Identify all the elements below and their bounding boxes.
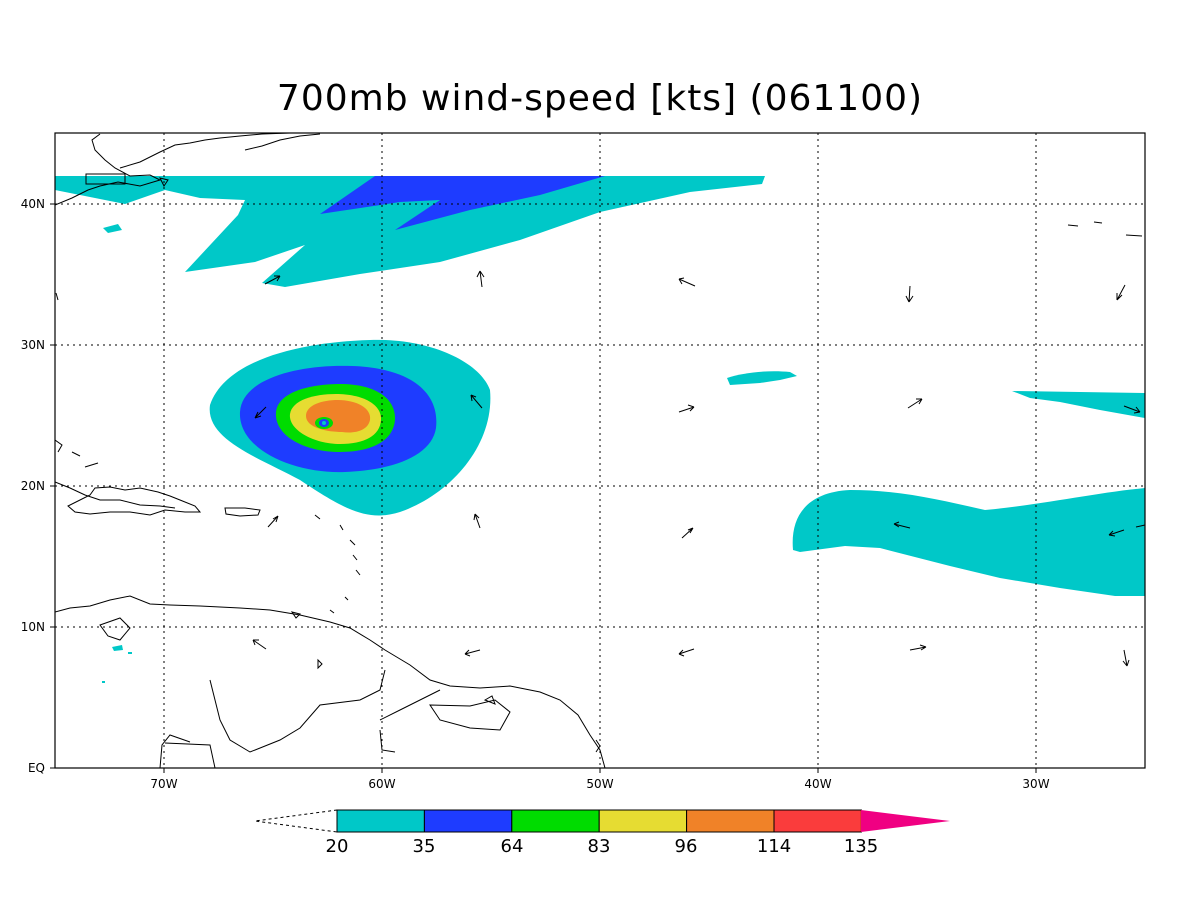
wind-vectors [55, 270, 1146, 667]
colorbar-labels: 20 35 64 83 96 114 135 [326, 836, 879, 857]
colorbar-high-triangle [861, 810, 950, 832]
shade-tiny-3 [102, 681, 105, 683]
shade-eye-cyan [322, 421, 326, 425]
colorbar-box [423, 809, 513, 833]
colorbar-box [686, 809, 775, 833]
shade-patch-44w [727, 371, 797, 385]
shade-jet-blue [320, 176, 605, 230]
shade-tiny-1 [112, 645, 123, 651]
colorbar-label: 114 [757, 836, 791, 857]
x-tick-label: 70W [150, 777, 177, 791]
tick-marks [50, 203, 1037, 773]
colorbar-box [511, 809, 600, 833]
colorbar-box [336, 809, 425, 833]
coastlines [55, 133, 1143, 768]
colorbar-boxes [336, 809, 862, 833]
x-tick-label: 60W [368, 777, 395, 791]
x-axis-labels: 70W 60W 50W 40W 30W [150, 777, 1049, 791]
y-tick-label: EQ [28, 761, 45, 775]
y-tick-label: 40N [21, 197, 45, 211]
colorbar-box [773, 809, 862, 833]
colorbar-label: 135 [844, 836, 878, 857]
colorbar: 20 35 64 83 96 114 135 [254, 809, 950, 857]
shade-ne-boston [88, 176, 124, 185]
shade-lower-east [792, 488, 1145, 596]
x-tick-label: 30W [1022, 777, 1049, 791]
gridlines [55, 133, 1145, 768]
shade-tiny-2 [128, 652, 132, 654]
y-axis-labels: EQ 10N 20N 30N 40N [21, 197, 45, 775]
colorbar-label: 64 [501, 836, 524, 857]
shade-small-cyan [103, 224, 122, 233]
shade-jet-cyan [55, 176, 765, 287]
colorbar-label: 83 [588, 836, 611, 857]
wind-speed-shading [55, 176, 1145, 683]
colorbar-label: 35 [413, 836, 436, 857]
shade-east-band [1012, 391, 1145, 418]
colorbar-label: 20 [326, 836, 349, 857]
x-tick-label: 50W [586, 777, 613, 791]
y-tick-label: 20N [21, 479, 45, 493]
y-tick-label: 10N [21, 620, 45, 634]
plot-frame [54, 132, 1146, 769]
x-tick-label: 40W [804, 777, 831, 791]
colorbar-label: 96 [675, 836, 698, 857]
colorbar-box [598, 809, 688, 833]
y-tick-label: 30N [21, 338, 45, 352]
map-title: 700mb wind-speed [kts] (061100) [276, 78, 924, 119]
colorbar-low-triangle [254, 809, 338, 833]
